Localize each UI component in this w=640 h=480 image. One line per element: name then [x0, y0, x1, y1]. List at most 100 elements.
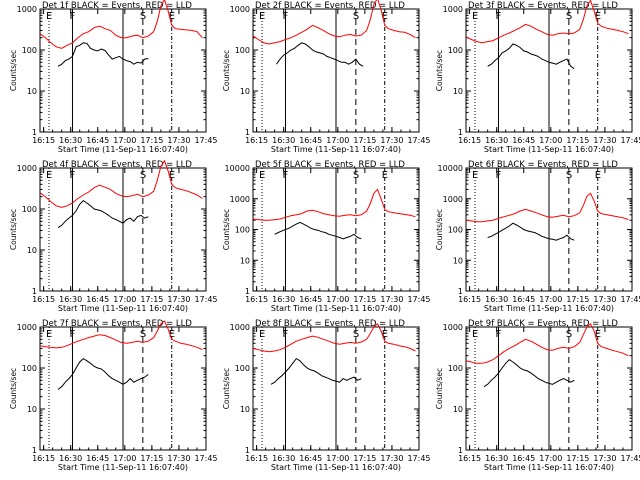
lld-series-line — [465, 0, 629, 44]
panel-title: Det 7f BLACK = Events, RED = LLD — [42, 319, 192, 329]
x-tick-label: 17:00 — [326, 136, 349, 145]
x-tick-label: 16:15 — [458, 454, 481, 463]
lld-series-line — [39, 159, 203, 208]
marker-label: F — [495, 11, 501, 22]
panel-title: Det 9f BLACK = Events, RED = LLD — [468, 319, 618, 329]
x-tick-label: 16:15 — [32, 454, 55, 463]
y-tick-label: 1000 — [443, 5, 463, 14]
y-tick-label: 1 — [245, 128, 250, 137]
y-tick-label: 100 — [448, 364, 463, 373]
marker-label: S — [353, 329, 359, 340]
x-tick-label: 17:00 — [326, 295, 349, 304]
x-tick-label: 17:45 — [407, 136, 430, 145]
marker-label: E — [595, 11, 601, 22]
x-tick-label: 17:00 — [539, 136, 562, 145]
marker-label: E — [472, 11, 478, 22]
panel-title: Det 2f BLACK = Events, RED = LLD — [255, 1, 405, 11]
panel-title: Det 3f BLACK = Events, RED = LLD — [468, 1, 618, 11]
x-tick-label: 17:30 — [593, 295, 616, 304]
x-tick-label: 17:15 — [140, 136, 163, 145]
marker-label: S — [140, 170, 146, 181]
y-tick-label: 1000 — [443, 323, 463, 332]
lld-series-line — [465, 192, 629, 223]
events-series-line — [57, 357, 149, 390]
marker-label: E — [46, 170, 52, 181]
x-tick-label: 17:30 — [167, 295, 190, 304]
x-tick-label: 17:30 — [167, 454, 190, 463]
marker-label: E — [169, 11, 175, 22]
marker-label: S — [566, 329, 572, 340]
y-tick-label: 10 — [27, 405, 37, 414]
x-tick-label: 16:30 — [485, 454, 508, 463]
x-tick-label: 17:45 — [194, 454, 217, 463]
x-tick-label: 16:45 — [299, 454, 322, 463]
x-axis-label: Start Time (11-Sep-11 16:07:40) — [58, 145, 188, 154]
y-tick-label: 1 — [245, 446, 250, 455]
x-tick-label: 17:45 — [407, 295, 430, 304]
y-tick-label: 10 — [240, 405, 250, 414]
marker-label: E — [595, 170, 601, 181]
x-tick-label: 17:30 — [380, 295, 403, 304]
x-tick-label: 17:30 — [380, 454, 403, 463]
x-tick-label: 16:30 — [59, 454, 82, 463]
x-tick-label: 17:15 — [353, 295, 376, 304]
marker-label: E — [259, 170, 265, 181]
x-tick-label: 17:15 — [140, 454, 163, 463]
marker-label: F — [282, 329, 288, 340]
marker-label: F — [282, 170, 288, 181]
x-tick-label: 16:30 — [485, 295, 508, 304]
x-tick-label: 17:30 — [593, 136, 616, 145]
x-tick-label: 16:45 — [299, 295, 322, 304]
x-axis-label: Start Time (11-Sep-11 16:07:40) — [484, 145, 614, 154]
x-tick-label: 17:00 — [113, 454, 136, 463]
y-tick-label: 100 — [235, 226, 250, 235]
y-tick-label: 10 — [240, 87, 250, 96]
lld-series-line — [465, 322, 629, 364]
marker-label: E — [472, 329, 478, 340]
detector-panel-3: Det 3f BLACK = Events, RED = LLD 1 10 100 10… — [435, 0, 640, 154]
lld-series-line — [39, 320, 203, 351]
marker-label: S — [353, 11, 359, 22]
y-tick-label: 10 — [453, 87, 463, 96]
events-series-line — [487, 222, 575, 241]
detector-panel-7: Det 7f BLACK = Events, RED = LLD 1 10 100 10… — [9, 319, 218, 472]
events-series-line — [276, 42, 364, 67]
y-tick-label: 1 — [458, 287, 463, 296]
x-tick-label: 17:15 — [566, 454, 589, 463]
x-axis-label: Start Time (11-Sep-11 16:07:40) — [484, 304, 614, 313]
x-tick-label: 16:30 — [272, 454, 295, 463]
marker-label: F — [282, 11, 288, 22]
x-tick-label: 17:00 — [539, 454, 562, 463]
y-axis-label: Counts/sec — [435, 50, 444, 91]
x-axis-label: Start Time (11-Sep-11 16:07:40) — [271, 304, 401, 313]
y-tick-label: 1 — [458, 128, 463, 137]
detector-panel-8: Det 8f BLACK = Events, RED = LLD 1 10 100 10… — [222, 319, 431, 472]
x-tick-label: 17:30 — [593, 454, 616, 463]
x-tick-label: 16:45 — [86, 295, 109, 304]
x-tick-label: 17:45 — [194, 136, 217, 145]
y-tick-label: 10000 — [225, 164, 250, 173]
lld-series-line — [252, 0, 416, 45]
y-tick-label: 1000 — [17, 323, 37, 332]
marker-label: E — [259, 11, 265, 22]
x-tick-label: 17:45 — [194, 295, 217, 304]
panel-title: Det 1f BLACK = Events, RED = LLD — [42, 1, 192, 11]
marker-label: E — [472, 170, 478, 181]
marker-label: S — [140, 329, 146, 340]
y-tick-label: 10 — [240, 256, 250, 265]
y-axis-label: Counts/sec — [9, 209, 18, 250]
panel-title: Det 5f BLACK = Events, RED = LLD — [255, 160, 405, 170]
y-tick-label: 100 — [22, 205, 37, 214]
x-tick-label: 16:45 — [512, 295, 535, 304]
y-tick-label: 100 — [448, 226, 463, 235]
x-tick-label: 17:00 — [326, 454, 349, 463]
x-tick-label: 17:45 — [620, 454, 640, 463]
x-tick-label: 17:45 — [620, 295, 640, 304]
marker-label: E — [382, 11, 388, 22]
marker-label: F — [69, 170, 75, 181]
y-tick-label: 1000 — [230, 5, 250, 14]
x-tick-label: 16:15 — [245, 454, 268, 463]
events-series-line — [483, 358, 575, 388]
